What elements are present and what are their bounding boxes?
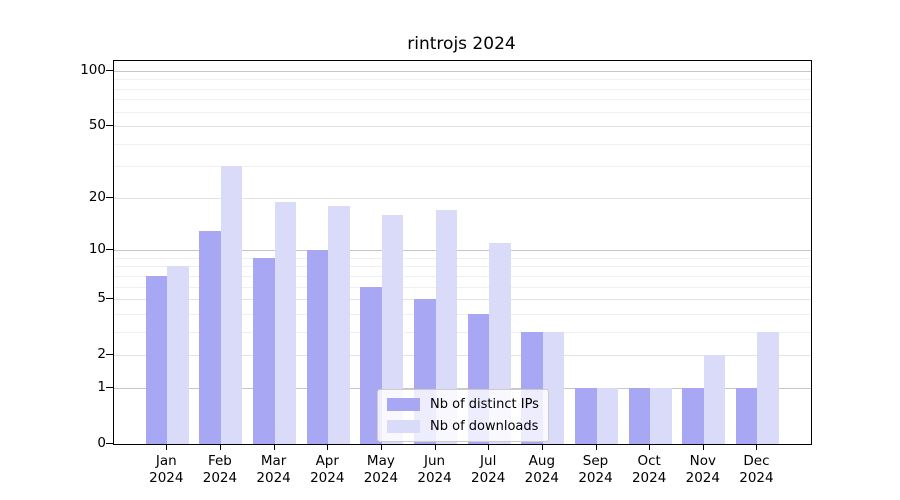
gridline-major	[114, 197, 811, 199]
gridline-minor	[114, 99, 811, 101]
legend-item-downloads: Nb of downloads	[387, 417, 539, 436]
y-tick-label: 0	[97, 435, 106, 451]
x-tick-label: Sep 2024	[578, 453, 613, 486]
gridline-minor	[114, 266, 811, 268]
y-tick-mark	[106, 354, 113, 356]
x-tick-label: Dec 2024	[739, 453, 774, 486]
x-tick-mark	[434, 444, 436, 450]
gridline-minor	[114, 111, 811, 113]
gridline-minor	[114, 143, 811, 145]
bar-ips-oct	[628, 387, 651, 444]
y-tick-mark	[106, 69, 113, 71]
x-tick-mark	[380, 444, 382, 450]
legend-item-distinct-ips: Nb of distinct IPs	[387, 395, 539, 414]
bar-ips-dec	[735, 387, 758, 444]
legend-label-downloads: Nb of downloads	[430, 419, 539, 434]
bar-downloads-mar	[274, 201, 297, 444]
gridline-decade	[114, 387, 811, 389]
x-tick-mark	[488, 444, 490, 450]
y-tick-mark	[106, 249, 113, 251]
bar-ips-nov	[682, 387, 704, 444]
bar-downloads-nov	[703, 355, 726, 444]
legend: Nb of distinct IPs Nb of downloads	[377, 389, 549, 442]
bar-ips-mar	[253, 257, 275, 444]
chart-title: rintrojs 2024	[407, 34, 516, 54]
x-tick-label: Oct 2024	[631, 453, 667, 486]
x-tick-mark	[595, 444, 597, 450]
y-tick-label: 100	[80, 61, 106, 78]
bar-downloads-dec	[757, 331, 779, 444]
x-tick-mark	[219, 444, 221, 450]
y-tick-mark	[106, 298, 113, 300]
x-tick-label: Nov 2024	[685, 453, 720, 486]
bar-ips-sep	[575, 387, 597, 444]
bar-ips-apr	[306, 250, 329, 444]
bar-downloads-oct	[650, 387, 672, 444]
x-tick-mark	[273, 444, 275, 450]
gridline-minor	[114, 331, 811, 333]
legend-swatch-downloads	[387, 420, 420, 433]
gridline-minor	[114, 286, 811, 288]
x-tick-label: Jun 2024	[417, 453, 452, 486]
gridline-major	[114, 126, 811, 128]
x-tick-label: Feb 2024	[202, 453, 238, 486]
legend-label-distinct-ips: Nb of distinct IPs	[430, 397, 539, 412]
x-tick-mark	[756, 444, 758, 450]
bar-ips-may	[360, 286, 382, 444]
bar-downloads-sep	[596, 387, 618, 444]
x-tick-label: Mar 2024	[256, 453, 291, 486]
bar-downloads-apr	[328, 206, 350, 444]
x-tick-label: May 2024	[363, 453, 399, 486]
gridline-decade	[114, 70, 811, 72]
gridline-minor	[114, 79, 811, 81]
x-tick-label: Aug 2024	[524, 453, 560, 486]
bar-downloads-may	[381, 215, 404, 444]
x-tick-mark	[702, 444, 704, 450]
gridline-minor	[114, 166, 811, 168]
gridline-minor	[114, 88, 811, 90]
gridline-minor	[114, 257, 811, 259]
gridline-minor	[114, 313, 811, 315]
x-tick-label: Jul 2024	[471, 453, 506, 486]
y-tick-mark	[106, 386, 113, 388]
gridline-major	[114, 355, 811, 357]
x-tick-mark	[541, 444, 543, 450]
gridline-decade	[114, 250, 811, 252]
x-tick-mark	[649, 444, 651, 450]
x-tick-mark	[166, 444, 168, 450]
y-tick-label: 1	[97, 378, 106, 395]
gridline-major	[114, 299, 811, 301]
x-tick-mark	[327, 444, 329, 450]
x-tick-label: Apr 2024	[310, 453, 345, 486]
legend-swatch-distinct-ips	[387, 398, 420, 411]
bar-downloads-jun	[435, 210, 458, 444]
bar-ips-feb	[199, 230, 221, 444]
bar-ips-jan	[145, 275, 168, 444]
y-tick-label: 5	[97, 290, 106, 307]
y-tick-label: 50	[88, 117, 106, 134]
x-tick-label: Jan 2024	[149, 453, 184, 486]
y-tick-mark	[106, 196, 113, 198]
y-tick-mark	[106, 443, 113, 444]
y-tick-label: 2	[97, 346, 106, 363]
y-tick-mark	[106, 125, 113, 127]
y-tick-label: 20	[88, 188, 106, 205]
y-tick-label: 10	[88, 241, 106, 258]
gridline-minor	[114, 275, 811, 277]
bar-downloads-feb	[220, 166, 243, 444]
bar-downloads-jan	[167, 266, 189, 444]
plot-area: Nb of distinct IPs Nb of downloads	[113, 60, 812, 445]
